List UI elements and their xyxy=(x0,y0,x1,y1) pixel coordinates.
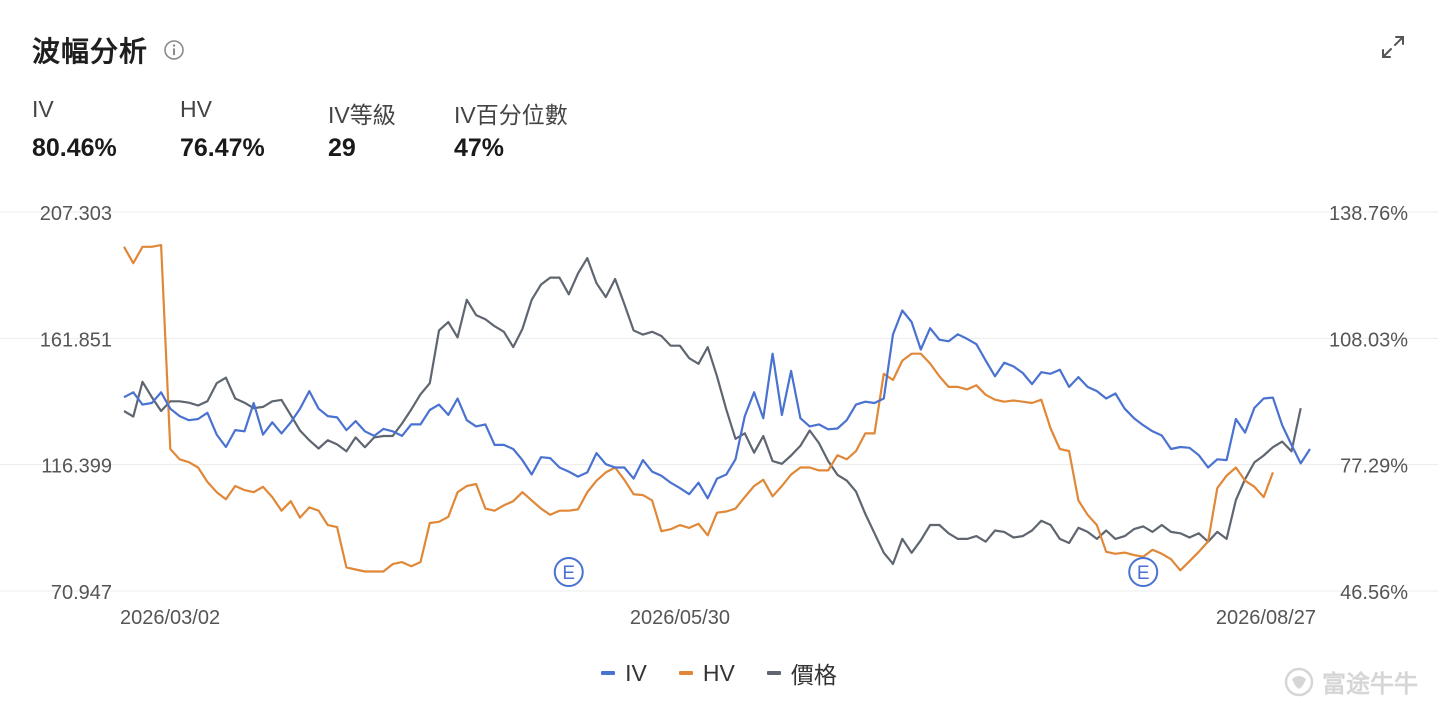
legend-swatch-iv xyxy=(601,671,616,675)
legend-label: HV xyxy=(702,659,735,686)
stat-label: HV xyxy=(180,96,212,122)
stat-value: 47% xyxy=(454,134,505,162)
earnings-event-marker xyxy=(1128,557,1159,587)
left-axis-tick-label: 207.303 xyxy=(40,203,112,225)
stat-label: IV等級 xyxy=(328,102,396,128)
stat-label: IV百分位數 xyxy=(454,102,568,128)
stat-hv: HV 76.47% xyxy=(180,96,328,163)
earnings-event-marker xyxy=(553,557,584,587)
info-icon[interactable] xyxy=(164,40,184,60)
stat-label: IV xyxy=(32,96,54,122)
right-axis-tick-label: 77.29% xyxy=(1340,456,1408,478)
series-line-hv xyxy=(123,244,1274,573)
left-axis-tick-label: 161.851 xyxy=(40,329,112,351)
stat-value: 29 xyxy=(328,134,356,162)
card-title: 波幅分析 xyxy=(32,36,149,67)
futu-bull-logo-icon xyxy=(1284,667,1314,696)
x-axis-tick-label: 2026/05/30 xyxy=(630,607,730,629)
legend-swatch-hv xyxy=(678,671,693,675)
volatility-chart[interactable]: 207.303 138.76% 161.851 108.03% 116.399 77.29… xyxy=(0,0,1438,650)
expand-icon[interactable] xyxy=(1380,34,1406,60)
watermark: 富途牛牛 xyxy=(1284,664,1418,699)
x-axis-tick-label: 2026/03/02 xyxy=(120,607,220,629)
left-axis-tick-label: 70.947 xyxy=(51,582,112,604)
watermark-text: 富途牛牛 xyxy=(1322,671,1418,698)
legend-item-price[interactable]: 價格 xyxy=(766,656,837,690)
right-axis-tick-label: 46.56% xyxy=(1340,582,1408,604)
stat-iv: IV 80.46% xyxy=(32,96,180,163)
legend-swatch-price xyxy=(766,671,781,675)
left-axis-tick-label: 116.399 xyxy=(41,456,112,478)
chart-legend: IV HV 價格 xyxy=(0,656,1438,690)
earnings-event-label: E xyxy=(562,563,575,584)
legend-item-hv[interactable]: HV xyxy=(678,656,735,690)
legend-item-iv[interactable]: IV xyxy=(601,656,647,690)
series-line-price xyxy=(123,257,1302,566)
stats-row: IV 80.46% HV 76.47% IV等級 29 IV百分位數 47% xyxy=(32,96,654,163)
x-axis-tick-label: 2026/08/27 xyxy=(1216,607,1316,629)
earnings-event-label: E xyxy=(1137,563,1150,584)
legend-label: 價格 xyxy=(790,662,837,688)
title-row: 波幅分析 xyxy=(32,30,184,70)
stat-value: 80.46% xyxy=(32,134,117,162)
stat-iv-percentile: IV百分位數 47% xyxy=(454,96,654,163)
right-axis-tick-label: 108.03% xyxy=(1329,329,1408,351)
stat-iv-rank: IV等級 29 xyxy=(328,96,454,163)
stat-value: 76.47% xyxy=(180,134,265,162)
series-line-iv xyxy=(123,309,1311,500)
right-axis-tick-label: 138.76% xyxy=(1329,203,1408,225)
legend-label: IV xyxy=(625,659,647,686)
